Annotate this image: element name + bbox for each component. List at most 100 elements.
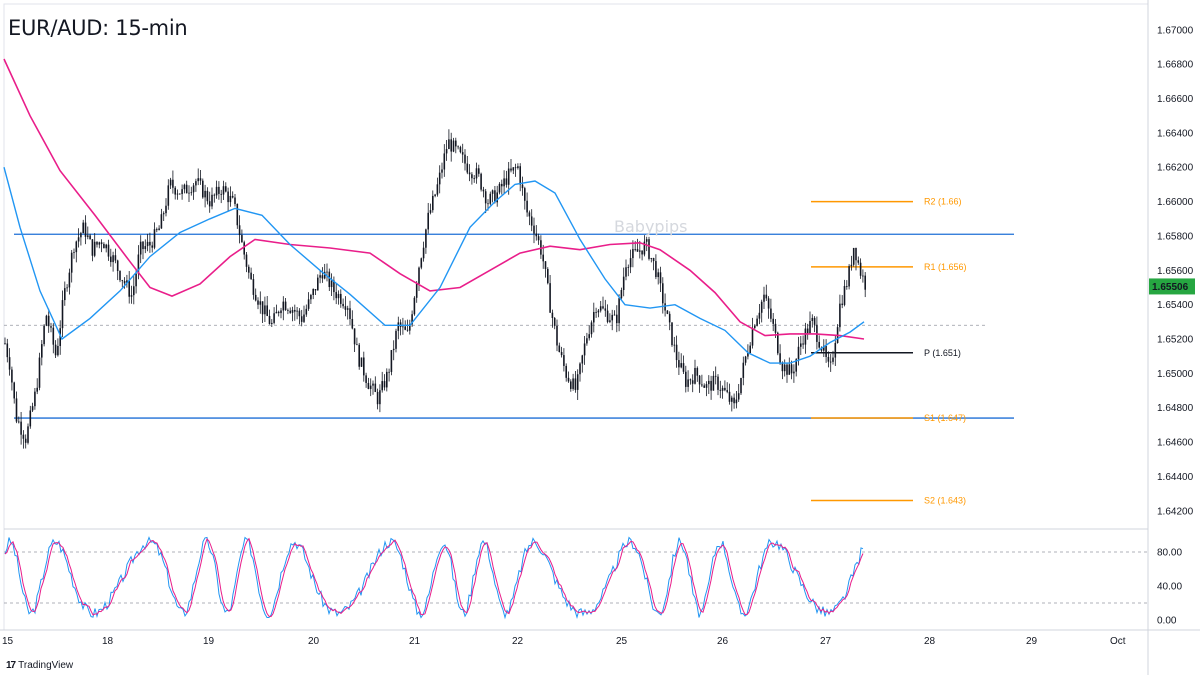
candle-body [671, 322, 673, 346]
candle-body [220, 193, 222, 195]
candle-body [202, 180, 204, 198]
candle-body [116, 260, 119, 271]
candle-body [533, 225, 535, 234]
price-tick-label: 1.65000 [1157, 369, 1194, 380]
candle-body [735, 399, 738, 404]
candle-body [606, 310, 609, 322]
candle-body [36, 387, 38, 392]
candle-body [747, 352, 749, 357]
candle-body [843, 286, 846, 305]
candle-body [553, 318, 556, 326]
candle-body [777, 332, 779, 354]
candle-body [802, 343, 804, 345]
candle-body [390, 350, 393, 372]
candle-body [558, 345, 561, 352]
candle-body [273, 313, 275, 323]
candle-body [864, 275, 866, 290]
candle-body [712, 375, 715, 391]
candle-body [229, 195, 232, 203]
candle-body [436, 184, 439, 195]
candle-body [50, 326, 52, 328]
candle-body [839, 303, 841, 328]
price-tick-label: 1.64600 [1157, 438, 1194, 449]
candle-body [422, 247, 425, 259]
candle-body [360, 357, 363, 367]
candle-body [268, 315, 271, 324]
candle-body [222, 186, 225, 195]
candle-body [57, 345, 59, 356]
candle-body [795, 359, 797, 372]
candle-body [852, 247, 855, 265]
candle-body [126, 280, 128, 284]
candle-body [142, 241, 144, 250]
price-badge-text: 1.65506 [1152, 282, 1189, 293]
candle-body [296, 310, 298, 312]
candle-body [650, 258, 653, 259]
candle-body [204, 190, 206, 198]
candle-body [604, 308, 607, 311]
price-tick-label: 1.64200 [1157, 506, 1194, 517]
candle-body [850, 264, 853, 267]
candle-body [811, 317, 814, 321]
candle-body [547, 268, 549, 284]
candle-body [698, 375, 701, 385]
candle-body [560, 351, 563, 356]
candle-body [797, 346, 800, 360]
candle-body [84, 222, 87, 237]
candle-body [625, 267, 627, 277]
candle-body [135, 273, 137, 287]
candle-body [588, 334, 590, 339]
candle-body [282, 301, 285, 311]
price-tick-label: 1.66600 [1157, 94, 1194, 105]
candle-body [503, 178, 505, 187]
candle-body [333, 280, 335, 293]
candle-body [6, 343, 9, 358]
time-tick-label: 19 [203, 636, 215, 647]
price-tick-label: 1.66200 [1157, 163, 1194, 174]
candle-body [20, 421, 22, 435]
candle-body [24, 438, 27, 443]
candle-body [841, 303, 843, 305]
candle-body [629, 258, 632, 268]
candle-body [489, 193, 492, 204]
candle-body [287, 310, 289, 311]
candle-body [466, 163, 469, 173]
candle-body [487, 203, 489, 205]
candle-body [505, 178, 508, 185]
candle-body [328, 271, 331, 288]
candle-body [468, 172, 471, 175]
candle-body [425, 229, 427, 248]
candle-body [574, 378, 577, 390]
candle-body [243, 242, 245, 255]
time-tick-label: 18 [102, 636, 114, 647]
candle-body [248, 266, 250, 273]
candle-body [213, 194, 216, 196]
candle-body [710, 380, 712, 391]
candle-body [680, 363, 682, 368]
price-tick-label: 1.65600 [1157, 266, 1194, 277]
candle-body [790, 364, 793, 374]
candle-body [153, 229, 156, 248]
candle-body [291, 309, 294, 313]
candle-body [321, 275, 324, 279]
candle-body [473, 178, 475, 180]
candle-body [855, 247, 857, 261]
candle-body [496, 192, 498, 203]
osc-tick-label: 40.00 [1157, 582, 1182, 593]
candle-body [774, 323, 777, 333]
candle-body [31, 406, 34, 411]
candle-body [280, 310, 282, 314]
candle-body [335, 292, 337, 299]
candle-body [261, 301, 264, 315]
candle-body [673, 344, 676, 346]
candle-body [512, 167, 515, 171]
price-tick-label: 1.67000 [1157, 25, 1194, 36]
candle-body [494, 190, 496, 203]
candle-body [185, 184, 188, 194]
candle-body [388, 371, 390, 373]
candle-body [749, 345, 751, 353]
candle-body [806, 328, 809, 334]
candle-body [620, 289, 623, 299]
